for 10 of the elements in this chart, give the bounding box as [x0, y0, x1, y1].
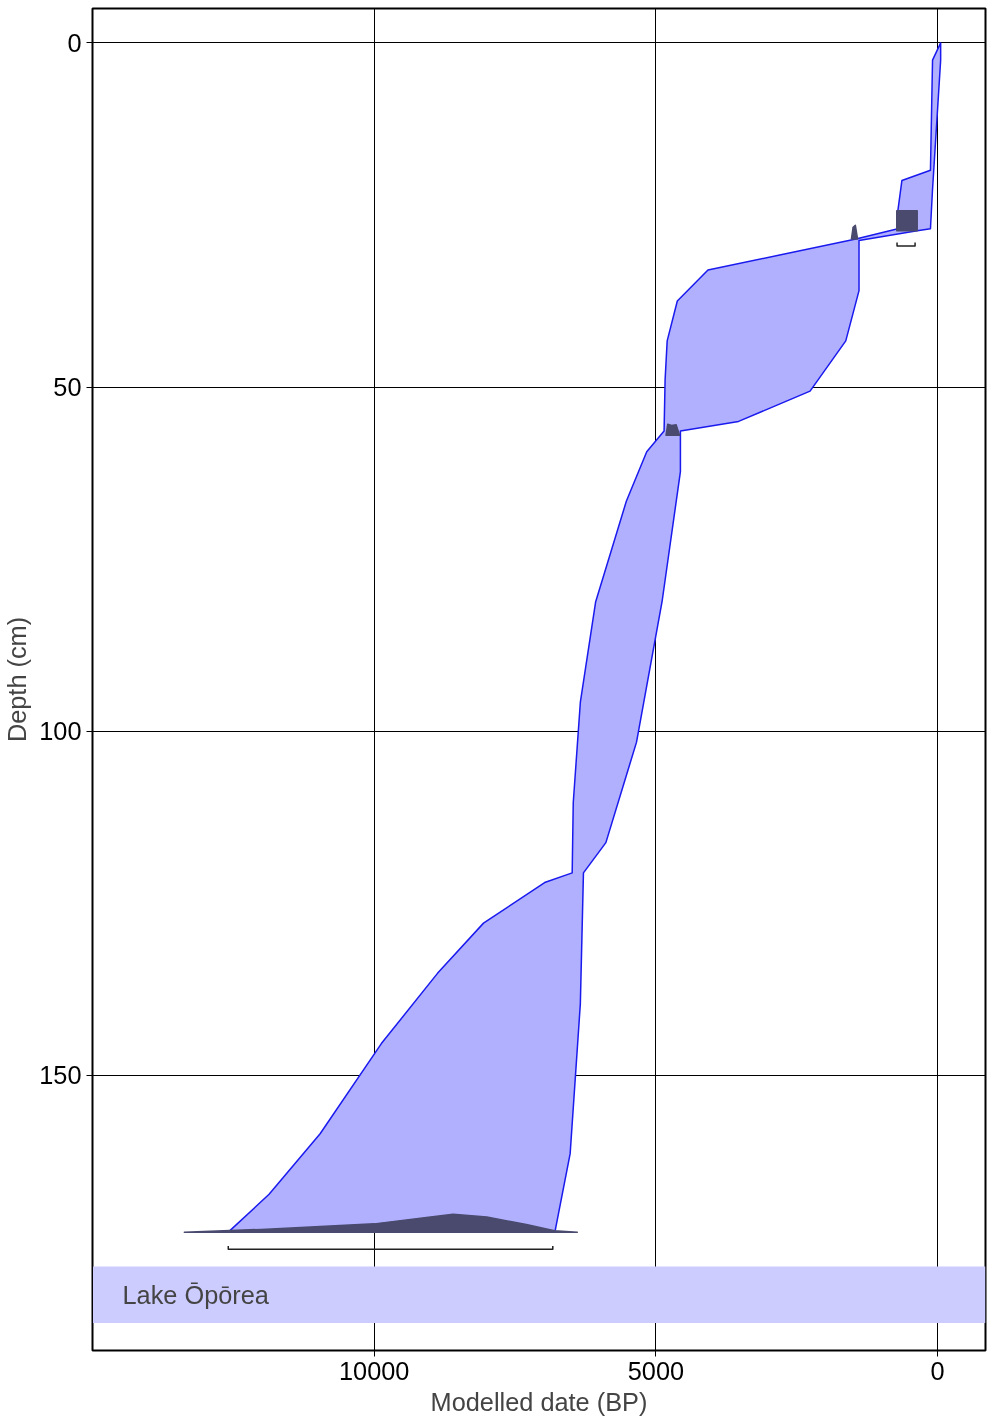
y-tick-label: 150	[39, 1061, 82, 1090]
y-tick-label: 50	[53, 373, 82, 402]
x-tick-label: 5000	[627, 1356, 685, 1385]
y-tick-label: 100	[39, 717, 82, 746]
band-label: Lake Ōpōrea	[122, 1280, 270, 1309]
x-tick-label: 10000	[338, 1356, 410, 1385]
y-tick-label: 0	[67, 28, 82, 57]
x-axis-title: Modelled date (BP)	[430, 1387, 648, 1416]
x-tick-label: 0	[930, 1356, 945, 1385]
y-axis-title: Depth (cm)	[3, 616, 32, 743]
